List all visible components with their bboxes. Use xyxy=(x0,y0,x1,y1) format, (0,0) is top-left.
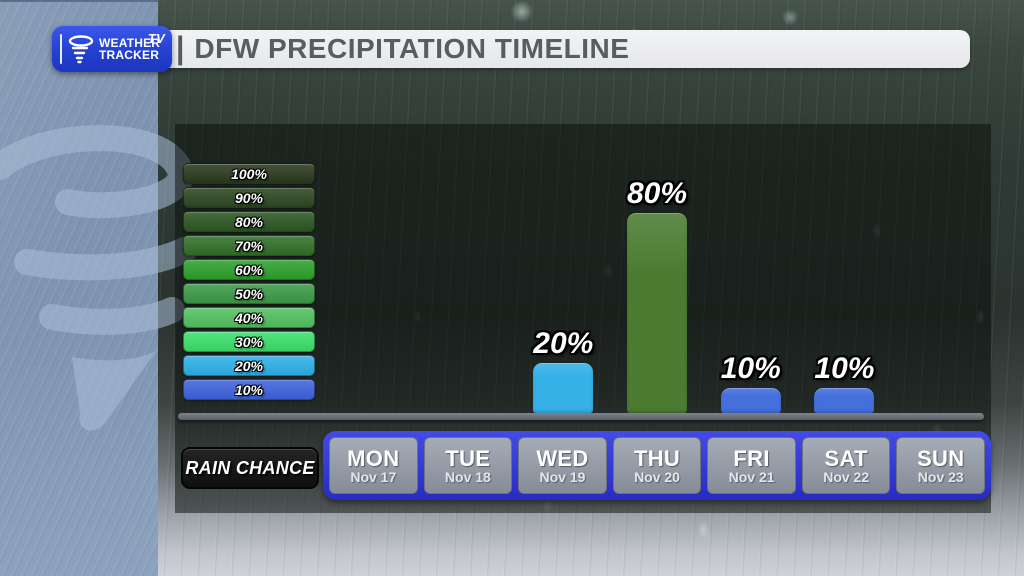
legend-item: 90% xyxy=(183,187,315,208)
legend-item-label: 80% xyxy=(234,213,264,230)
day-name: FRI xyxy=(733,446,770,472)
logo-text-line2: TRACKER xyxy=(99,48,160,62)
day-cell: MON Nov 17 xyxy=(329,437,418,494)
legend-item: 30% xyxy=(183,331,315,352)
legend-item-label: 70% xyxy=(234,237,264,254)
bar xyxy=(814,388,875,413)
legend-item-label: 40% xyxy=(234,309,264,326)
axis-label: RAIN CHANCE xyxy=(185,457,315,478)
legend-item-label: 90% xyxy=(234,189,264,206)
tv-badge: TV xyxy=(147,31,165,46)
legend-item-label: 20% xyxy=(234,357,264,374)
logo-divider xyxy=(60,34,62,64)
bar xyxy=(627,213,688,413)
day-cell: SAT Nov 22 xyxy=(801,437,891,494)
bar-chart: 20% 80% 10% 10% xyxy=(329,153,985,413)
day-cell: TUE Nov 18 xyxy=(423,437,513,494)
day-date: Nov 21 xyxy=(728,469,775,486)
day-cell: WED Nov 19 xyxy=(518,437,607,494)
day-name: TUE xyxy=(445,446,491,472)
title-bar: | DFW PRECIPITATION TIMELINE xyxy=(164,30,970,68)
legend-item-label: 60% xyxy=(234,261,264,278)
page-title: DFW PRECIPITATION TIMELINE xyxy=(194,33,630,64)
day-name: MON xyxy=(347,446,400,472)
legend-item-label: 30% xyxy=(234,333,264,350)
bar-value-label: 20% xyxy=(533,327,594,360)
legend-item: 50% xyxy=(183,283,315,304)
day-date: Nov 19 xyxy=(539,469,586,486)
day-name: SAT xyxy=(824,446,868,472)
day-cell: FRI Nov 21 xyxy=(707,437,796,494)
legend-item: 70% xyxy=(183,235,315,256)
day-date: Nov 20 xyxy=(634,469,680,486)
bar-column: 10% xyxy=(704,153,798,413)
day-date: Nov 18 xyxy=(444,469,491,486)
axis-label-badge: RAIN CHANCE xyxy=(181,447,319,489)
left-sidebar xyxy=(0,0,197,576)
baseline-axis xyxy=(178,413,984,420)
legend-item: 60% xyxy=(183,259,315,280)
legend-item-label: 50% xyxy=(234,285,264,302)
bar-column xyxy=(423,153,517,413)
bar-column: 20% xyxy=(516,153,610,413)
day-cell: THU Nov 20 xyxy=(612,437,702,494)
rain-chance-legend: 100% 90% 80% 70% 60% 50% 40% 30% 20% 10% xyxy=(183,163,315,403)
bar-value-label: 80% xyxy=(626,177,688,210)
day-name: THU xyxy=(633,446,681,472)
legend-item-label: 100% xyxy=(231,165,267,182)
day-date: Nov 17 xyxy=(350,469,397,486)
day-axis-strip: MON Nov 17 TUE Nov 18 WED Nov 19 THU Nov 20 FRI N… xyxy=(323,431,991,500)
legend-item: 40% xyxy=(183,307,315,328)
bar xyxy=(533,363,594,413)
bar-column xyxy=(329,153,423,413)
legend-item: 10% xyxy=(183,379,315,400)
logo-text-line1: WEATHER xyxy=(99,35,161,50)
bar-column: 10% xyxy=(798,153,892,413)
bar-value-label: 10% xyxy=(720,352,781,385)
logo-text: WEATHER TRACKER xyxy=(99,35,161,62)
bar-column xyxy=(891,153,985,413)
legend-item: 20% xyxy=(183,355,315,376)
bar-value-label: 10% xyxy=(814,352,875,385)
bar xyxy=(720,388,781,413)
tornado-icon xyxy=(68,35,94,64)
legend-item: 100% xyxy=(183,163,315,184)
tornado-watermark-icon xyxy=(0,125,197,431)
day-cell: SUN Nov 23 xyxy=(896,437,986,494)
title-divider: | xyxy=(176,31,185,66)
bar-column: 80% xyxy=(610,153,704,413)
legend-item-label: 10% xyxy=(234,381,264,398)
day-name: SUN xyxy=(917,446,965,472)
day-date: Nov 23 xyxy=(917,469,964,486)
day-date: Nov 22 xyxy=(823,469,870,486)
day-name: WED xyxy=(536,446,589,472)
weather-tracker-logo: WEATHER TRACKER TV xyxy=(52,26,172,72)
legend-item: 80% xyxy=(183,211,315,232)
